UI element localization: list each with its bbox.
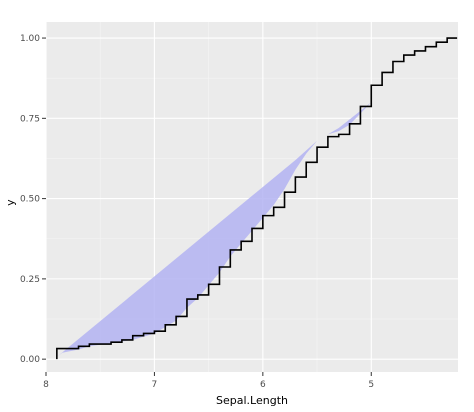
- y-tick-label: 1.00: [20, 34, 40, 44]
- x-tick-label: 7: [152, 380, 158, 390]
- y-axis: 0.00 0.25 0.50 0.75 1.00: [20, 34, 46, 365]
- y-tick-label: 0.25: [20, 275, 40, 285]
- x-tick-label: 8: [43, 380, 49, 390]
- x-tick-label: 5: [368, 380, 374, 390]
- x-axis: 8 7 6 5: [43, 372, 374, 390]
- data-marks: [56, 37, 458, 360]
- y-tick-label: 0.00: [20, 355, 40, 365]
- y-tick-label: 0.75: [20, 114, 40, 124]
- y-axis-title: y: [4, 199, 17, 206]
- ecdf-step-line: [56, 37, 458, 360]
- y-tick-label: 0.50: [20, 195, 40, 205]
- confidence-ribbon: [56, 38, 448, 357]
- x-tick-label: 6: [260, 380, 266, 390]
- x-axis-title: Sepal.Length: [216, 394, 288, 407]
